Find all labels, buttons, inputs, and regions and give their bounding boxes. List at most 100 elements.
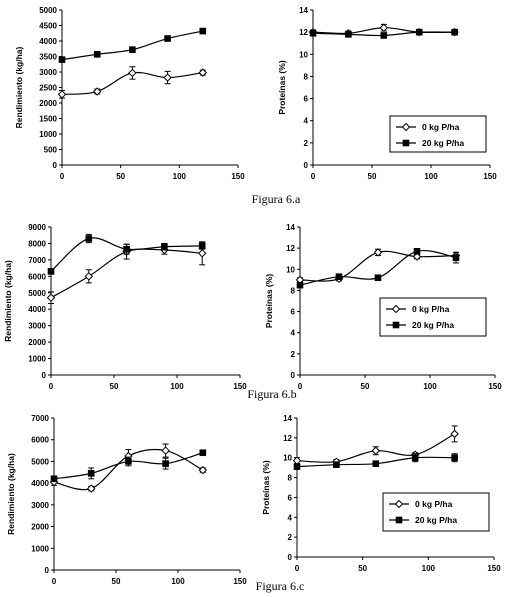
y-tick-label: 10	[286, 265, 295, 274]
series-20kg	[47, 233, 206, 275]
legend: 0 kg P/ha 20 kg P/ha	[382, 492, 490, 532]
y-tick-label: 4500	[39, 22, 57, 31]
data-point	[86, 484, 96, 493]
legend-marker	[392, 321, 400, 329]
legend-label: 20 kg P/ha	[415, 515, 457, 525]
x-tick-label: 0	[60, 172, 65, 181]
y-tick-label: 9000	[28, 223, 46, 232]
y-tick-label: 3500	[39, 53, 57, 62]
x-tick-label: 100	[171, 577, 185, 586]
y-tick-label: 3000	[28, 322, 46, 331]
data-point	[163, 73, 172, 82]
y-axis-label: Rendimiento (kg/ha)	[6, 453, 16, 535]
chart-6b-rendimiento: 0 1000 2000 3000 4000 5000 6000 7000 8000 9000 0 50…	[3, 223, 247, 391]
y-tick-label: 2	[288, 533, 293, 542]
y-axis-label: Rendimiento (kg/ha)	[14, 46, 24, 128]
y-tick-label: 14	[283, 414, 292, 423]
chart-6c-proteinas: 0 2 4 6 8 10 12 14 0 50 100 150 Proteínas (%) 0 kg P/…	[261, 414, 501, 573]
x-tick-label: 50	[368, 172, 377, 181]
y-tick-label: 5000	[31, 457, 49, 466]
data-point	[293, 463, 301, 470]
legend-marker	[391, 304, 401, 314]
y-tick-label: 3000	[39, 68, 57, 77]
chart-6a-proteinas: 0 2 4 6 8 10 12 14 0 50 100 150 Proteínas (%) 0 kg P/…	[277, 6, 497, 181]
data-point	[162, 460, 169, 467]
y-tick-label: 10	[283, 454, 292, 463]
data-point	[412, 252, 422, 261]
y-tick-label: 2	[304, 139, 309, 148]
x-tick-label: 150	[231, 172, 245, 181]
figure-label-6a: Figura 6.a	[252, 192, 301, 206]
x-tick-label: 150	[233, 577, 247, 586]
data-point	[123, 245, 130, 253]
data-point	[198, 242, 206, 250]
series-line	[61, 30, 203, 61]
data-point	[57, 90, 67, 99]
data-point	[128, 68, 137, 78]
y-tick-label: 0	[288, 553, 293, 562]
y-tick-label: 500	[44, 146, 58, 155]
y-tick-label: 6	[304, 95, 309, 104]
data-point	[345, 31, 352, 38]
data-point	[93, 51, 101, 58]
y-tick-label: 4	[288, 513, 293, 522]
data-point	[58, 56, 66, 63]
data-point	[451, 454, 458, 462]
data-point	[380, 32, 388, 39]
data-point	[199, 449, 207, 457]
data-point	[129, 46, 136, 53]
x-tick-label: 0	[295, 564, 300, 573]
y-tick-label: 7000	[28, 256, 46, 265]
chart-6b-proteinas: 0 2 4 6 8 10 12 14 0 50 100 150 Proteínas (%) 0 kg P/…	[264, 223, 502, 391]
y-tick-label: 4	[291, 329, 296, 338]
x-tick-label: 100	[423, 382, 437, 391]
y-tick-label: 8	[291, 286, 296, 295]
y-tick-label: 2	[291, 350, 296, 359]
y-axis-label: Proteínas (%)	[264, 274, 274, 328]
data-point	[411, 454, 419, 462]
legend-label: 20 kg P/ha	[412, 320, 454, 330]
y-tick-label: 8	[304, 72, 309, 81]
x-tick-label: 50	[116, 172, 125, 181]
data-point	[161, 446, 170, 455]
data-point	[335, 273, 343, 280]
y-tick-label: 10	[299, 50, 308, 59]
data-point	[197, 249, 207, 258]
data-point	[415, 28, 423, 36]
chart-6c-rendimiento: 0 1000 2000 3000 4000 5000 6000 7000 0 50 100 150 Re…	[6, 414, 247, 586]
data-point	[413, 248, 421, 255]
data-point	[85, 235, 93, 242]
data-point	[161, 243, 168, 251]
y-tick-label: 2500	[39, 84, 57, 93]
y-tick-label: 0	[42, 371, 47, 380]
legend-label: 0 kg P/ha	[422, 122, 460, 132]
y-tick-label: 8000	[28, 239, 46, 248]
data-point	[292, 456, 302, 465]
y-tick-label: 14	[286, 223, 295, 232]
legend-marker	[395, 516, 403, 524]
series-20kg	[309, 28, 458, 39]
data-point	[87, 470, 95, 477]
legend: 0 kg P/ha 20 kg P/ha	[389, 115, 487, 153]
y-tick-label: 0	[291, 371, 296, 380]
data-point	[46, 293, 56, 302]
y-tick-label: 4	[304, 117, 309, 126]
y-tick-label: 6000	[28, 272, 46, 281]
x-tick-label: 100	[170, 382, 184, 391]
data-point	[164, 35, 171, 42]
figure-label-6c: Figura 6.c	[256, 579, 305, 593]
y-tick-label: 12	[299, 28, 308, 37]
x-tick-label: 150	[483, 172, 497, 181]
data-point	[125, 458, 132, 465]
legend-marker	[402, 139, 410, 147]
x-tick-label: 50	[112, 577, 121, 586]
y-tick-label: 4000	[39, 37, 57, 46]
y-tick-label: 4000	[31, 479, 49, 488]
x-tick-label: 0	[49, 382, 54, 391]
y-axis-label: Proteínas (%)	[261, 460, 271, 514]
y-tick-label: 1000	[31, 544, 49, 553]
y-tick-label: 2000	[31, 523, 49, 532]
y-tick-label: 2000	[28, 338, 46, 347]
chart-6a-rendimiento: 0500100015002000250030003500400045005000…	[14, 6, 245, 181]
